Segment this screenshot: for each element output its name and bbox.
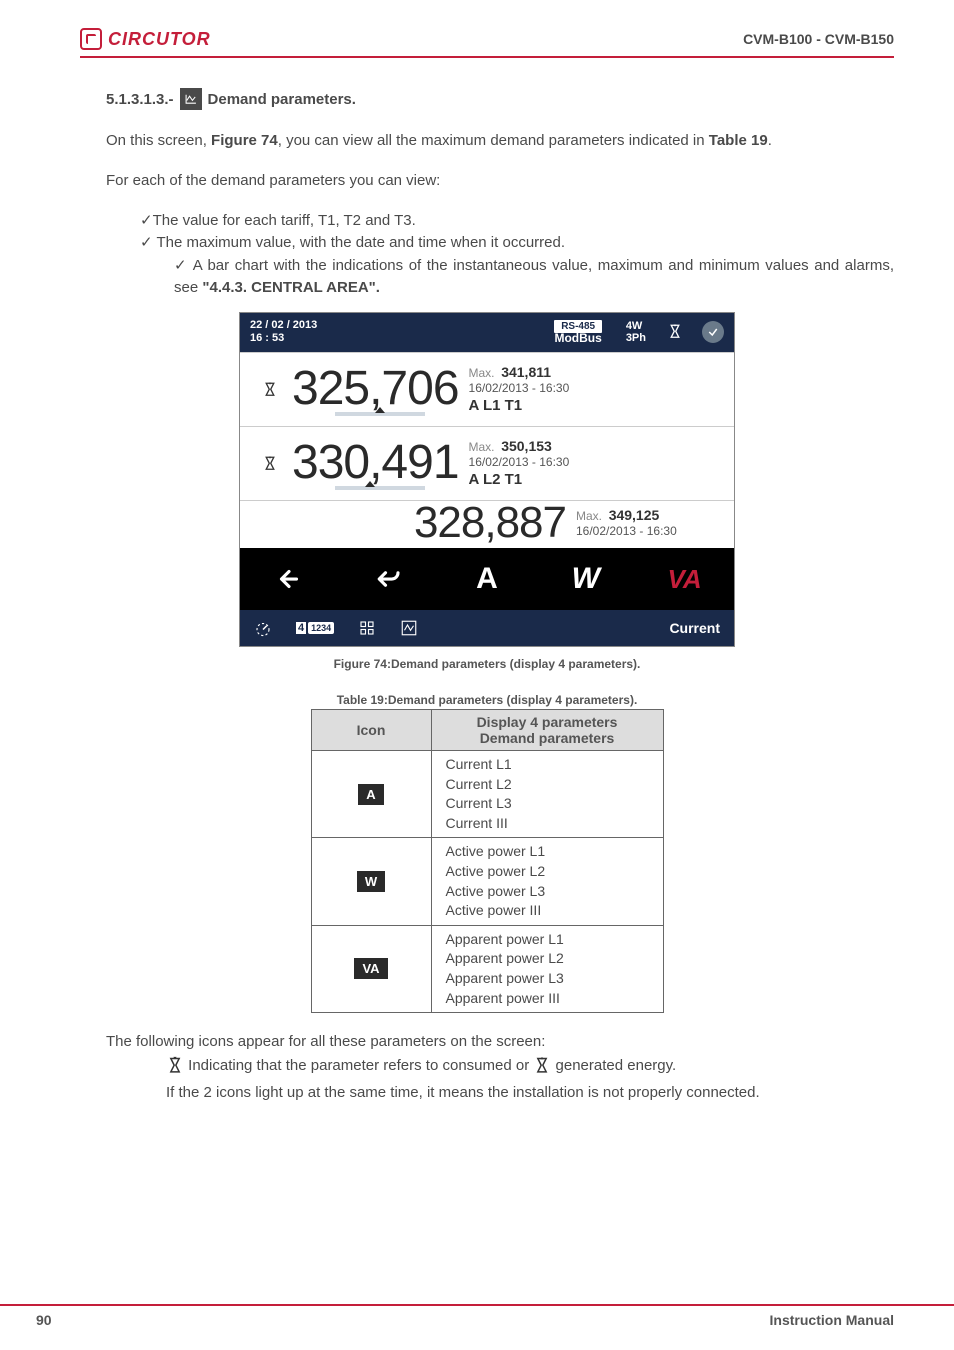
table-ref: Table 19 [709,132,768,149]
device-status-bar: 22 / 02 / 2013 16 : 53 RS-485 ModBus 4W … [240,313,734,353]
hourglass-up-icon [533,1056,551,1076]
footer-unit-label: Current [669,620,720,636]
intro-paragraph-2: For each of the demand parameters you ca… [106,170,894,192]
table-cell: Active power L1 Active power L2 Active p… [431,838,663,925]
modbus-label: ModBus [554,331,601,345]
measurement-row: 325,706 Max. 341,811 16/02/2013 - 16:30 … [240,352,734,426]
bullet-item: ✓ A bar chart with the indications of th… [140,255,894,300]
nav-tab-a[interactable]: A [438,562,537,596]
footer-icon-line: Indicating that the parameter refers to … [166,1054,894,1077]
hourglass-down-icon [666,323,684,341]
nav-return-button[interactable] [339,564,438,594]
table-caption: Table 19:Demand parameters (display 4 pa… [80,693,894,707]
comm-block: RS-485 ModBus [554,320,601,345]
ok-indicator-icon [702,321,724,343]
icon-badge-a: A [358,784,383,805]
table-header-row: Icon Display 4 parameters Demand paramet… [311,710,663,751]
footer-intro: The following icons appear for all these… [106,1033,894,1050]
brand-logo: CIRCUTOR [80,28,211,50]
page-header: CIRCUTOR CVM-B100 - CVM-B150 [80,28,894,58]
table-row: W Active power L1 Active power L2 Active… [311,838,663,925]
model-label: CVM-B100 - CVM-B150 [743,31,894,47]
section-number: 5.1.3.1.3.- [106,91,174,108]
hourglass-down-icon [261,381,279,399]
measurement-row: 330,491 Max. 350,153 16/02/2013 - 16:30 … [240,426,734,500]
table-cell: Apparent power L1 Apparent power L2 Appa… [431,925,663,1012]
nav-back-button[interactable] [240,564,339,594]
section-heading: 5.1.3.1.3.- Demand parameters. [106,88,894,110]
measurement-meta: Max. 341,811 16/02/2013 - 16:30 A L1 T1 [469,364,619,414]
wiring-config: 4W 3Ph [626,320,646,344]
icon-badge-va: VA [354,958,387,979]
device-footer: 4 1234 Current [240,610,734,646]
measurement-row: 328,887 Max. 349,125 16/02/2013 - 16:30 [240,500,734,548]
demand-icon [180,88,202,110]
logo-mark-icon [80,28,102,50]
table-header-icon: Icon [311,710,431,751]
gauge-icon [254,619,272,637]
figure-caption: Figure 74:Demand parameters (display 4 p… [80,657,894,671]
measurement-value: 330,491 [292,435,469,490]
table-row: VA Apparent power L1 Apparent power L2 A… [311,925,663,1012]
bullet-item: ✓ The maximum value, with the date and t… [140,232,894,255]
figure-ref: Figure 74 [211,132,278,149]
parameters-table: Icon Display 4 parameters Demand paramet… [311,709,664,1013]
table-cell: Current L1 Current L2 Current L3 Current… [431,751,663,838]
bullet-item: ✓The value for each tariff, T1, T2 and T… [140,210,894,233]
page-number: 90 [36,1312,52,1328]
display-mode-icon: 4 1234 [296,622,334,634]
chart-icon [400,619,418,637]
table-header-desc: Display 4 parameters Demand parameters [431,710,663,751]
page-footer: 90 Instruction Manual [0,1304,954,1328]
measurement-meta: Max. 349,125 16/02/2013 - 16:30 [576,503,726,538]
measurement-meta: Max. 350,153 16/02/2013 - 16:30 A L2 T1 [469,438,619,488]
device-nav-bar: A W VA [240,548,734,610]
bullet-list: ✓The value for each tariff, T1, T2 and T… [140,210,894,300]
device-screenshot: 22 / 02 / 2013 16 : 53 RS-485 ModBus 4W … [239,312,735,648]
brand-name: CIRCUTOR [108,29,211,50]
section-ref: "4.4.3. CENTRAL AREA". [202,279,380,296]
hourglass-down-icon [261,455,279,473]
footer-label: Instruction Manual [770,1312,894,1328]
nav-tab-w[interactable]: W [536,562,635,596]
intro-paragraph-1: On this screen, Figure 74, you can view … [106,130,894,152]
grid-icon [358,619,376,637]
footer-note: If the 2 icons light up at the same time… [166,1081,894,1104]
hourglass-down-icon [166,1056,184,1076]
section-title-text: Demand parameters. [208,91,356,108]
table-row: A Current L1 Current L2 Current L3 Curre… [311,751,663,838]
nav-tab-va[interactable]: VA [635,564,734,595]
device-datetime: 22 / 02 / 2013 16 : 53 [250,319,317,347]
measurement-value: 328,887 [292,503,576,543]
icon-badge-w: W [357,871,385,892]
